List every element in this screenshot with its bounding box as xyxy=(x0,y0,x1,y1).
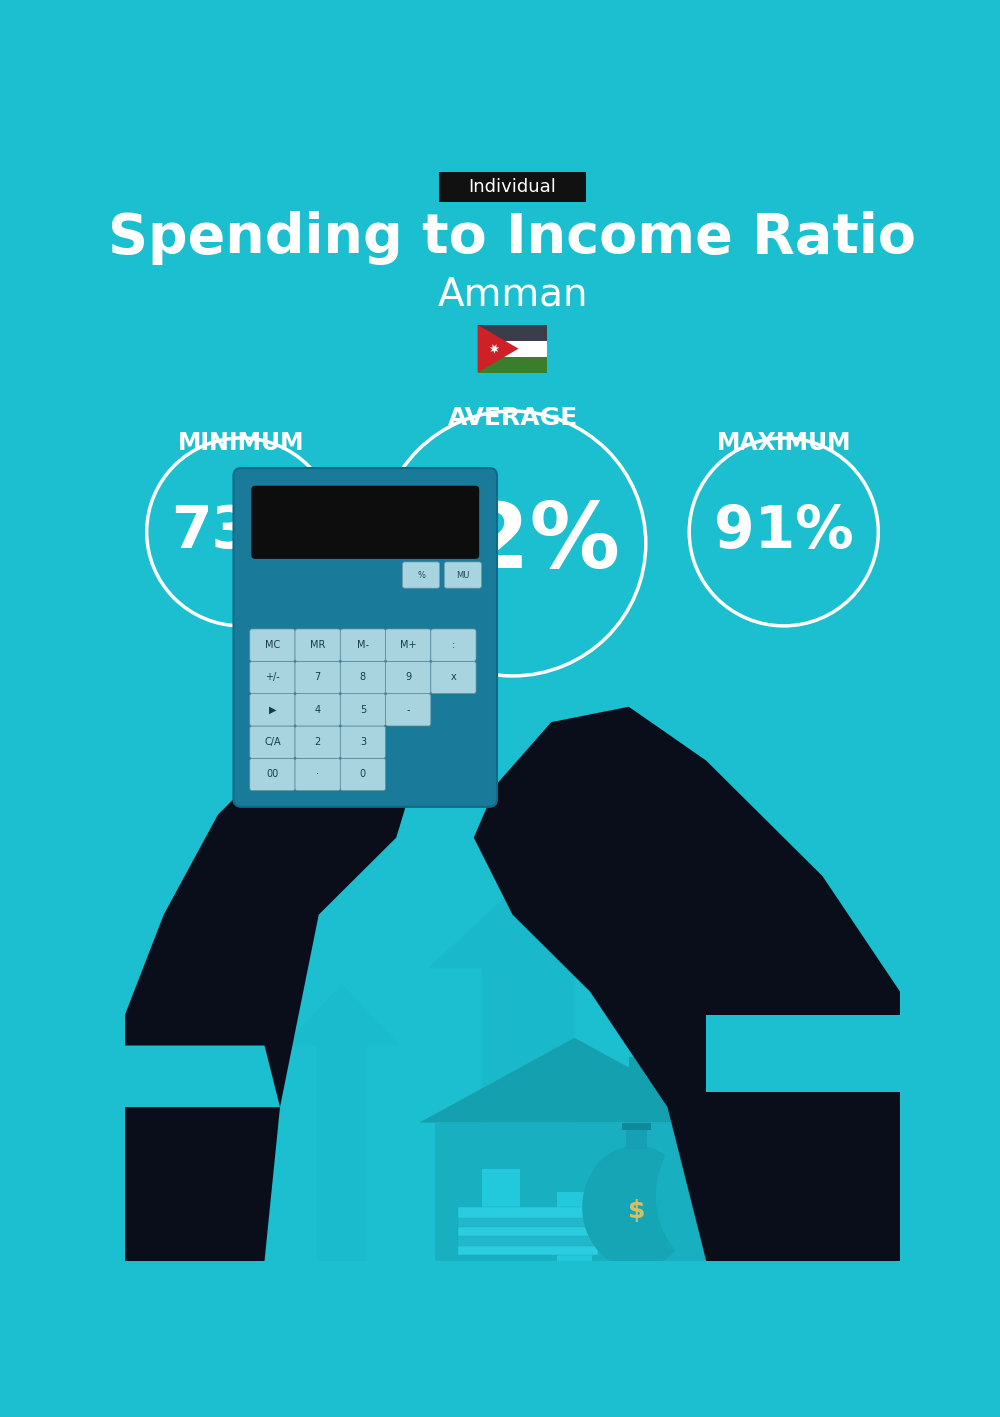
Text: 9: 9 xyxy=(405,673,411,683)
Polygon shape xyxy=(656,945,803,1261)
FancyBboxPatch shape xyxy=(402,563,440,588)
Bar xyxy=(626,1128,647,1149)
Polygon shape xyxy=(125,1046,280,1107)
Polygon shape xyxy=(490,344,499,354)
FancyBboxPatch shape xyxy=(295,726,340,758)
Bar xyxy=(629,1057,646,1095)
Text: 0: 0 xyxy=(360,769,366,779)
FancyBboxPatch shape xyxy=(251,486,479,558)
Text: 73%: 73% xyxy=(171,503,311,561)
Text: $: $ xyxy=(628,1199,645,1223)
FancyBboxPatch shape xyxy=(340,694,386,726)
Polygon shape xyxy=(474,707,900,1261)
Bar xyxy=(478,340,547,357)
Bar xyxy=(458,1226,598,1237)
FancyBboxPatch shape xyxy=(250,694,295,726)
Polygon shape xyxy=(284,983,400,1261)
FancyBboxPatch shape xyxy=(386,694,431,726)
Bar xyxy=(711,1085,748,1093)
Text: MC: MC xyxy=(265,640,280,650)
Ellipse shape xyxy=(656,1115,803,1277)
FancyBboxPatch shape xyxy=(295,694,340,726)
Text: x: x xyxy=(451,673,456,683)
Bar xyxy=(478,357,547,373)
Polygon shape xyxy=(420,1037,730,1122)
Text: 3: 3 xyxy=(360,737,366,747)
Text: Amman: Amman xyxy=(437,276,588,313)
Polygon shape xyxy=(478,324,518,373)
Bar xyxy=(458,1216,598,1227)
Text: MU: MU xyxy=(456,571,470,580)
Bar xyxy=(435,1122,714,1261)
FancyBboxPatch shape xyxy=(431,629,476,662)
Text: -: - xyxy=(406,704,410,714)
FancyBboxPatch shape xyxy=(386,629,431,662)
FancyBboxPatch shape xyxy=(250,726,295,758)
FancyBboxPatch shape xyxy=(444,563,482,588)
Text: 5: 5 xyxy=(360,704,366,714)
Text: MAXIMUM: MAXIMUM xyxy=(716,431,851,455)
Bar xyxy=(458,1244,598,1255)
FancyBboxPatch shape xyxy=(250,758,295,791)
FancyBboxPatch shape xyxy=(250,662,295,694)
Text: MR: MR xyxy=(310,640,325,650)
Text: AVERAGE: AVERAGE xyxy=(447,407,578,429)
Text: Individual: Individual xyxy=(469,179,556,196)
Polygon shape xyxy=(427,876,629,1261)
FancyBboxPatch shape xyxy=(386,662,431,694)
Text: %: % xyxy=(417,571,425,580)
Text: Spending to Income Ratio: Spending to Income Ratio xyxy=(108,211,916,265)
Bar xyxy=(622,1122,651,1131)
Text: 00: 00 xyxy=(266,769,279,779)
Text: :: : xyxy=(452,640,455,650)
FancyBboxPatch shape xyxy=(295,629,340,662)
Ellipse shape xyxy=(582,1145,691,1268)
Bar xyxy=(715,1091,744,1118)
FancyBboxPatch shape xyxy=(295,662,340,694)
Text: 82%: 82% xyxy=(404,499,620,588)
FancyBboxPatch shape xyxy=(439,173,586,201)
Polygon shape xyxy=(706,1015,900,1091)
Text: 4: 4 xyxy=(315,704,321,714)
FancyBboxPatch shape xyxy=(340,662,386,694)
FancyBboxPatch shape xyxy=(340,726,386,758)
Bar xyxy=(629,1169,668,1207)
Text: $: $ xyxy=(716,1180,743,1219)
Text: 91%: 91% xyxy=(714,503,854,561)
Text: M-: M- xyxy=(357,640,369,650)
FancyBboxPatch shape xyxy=(234,468,497,806)
Text: 8: 8 xyxy=(360,673,366,683)
Bar xyxy=(482,1169,520,1207)
Bar xyxy=(478,324,547,340)
FancyBboxPatch shape xyxy=(295,758,340,791)
Text: ·: · xyxy=(316,769,319,779)
Text: 7: 7 xyxy=(315,673,321,683)
Text: M+: M+ xyxy=(400,640,416,650)
Text: ▶: ▶ xyxy=(269,704,276,714)
FancyBboxPatch shape xyxy=(250,629,295,662)
Bar xyxy=(458,1207,598,1219)
FancyBboxPatch shape xyxy=(340,629,386,662)
Text: +/-: +/- xyxy=(265,673,280,683)
Text: 2: 2 xyxy=(315,737,321,747)
Bar xyxy=(557,1192,592,1261)
FancyBboxPatch shape xyxy=(340,758,386,791)
Bar xyxy=(458,1236,598,1246)
Polygon shape xyxy=(125,723,420,1261)
Text: C/A: C/A xyxy=(264,737,281,747)
Text: MINIMUM: MINIMUM xyxy=(178,431,304,455)
FancyBboxPatch shape xyxy=(431,662,476,694)
